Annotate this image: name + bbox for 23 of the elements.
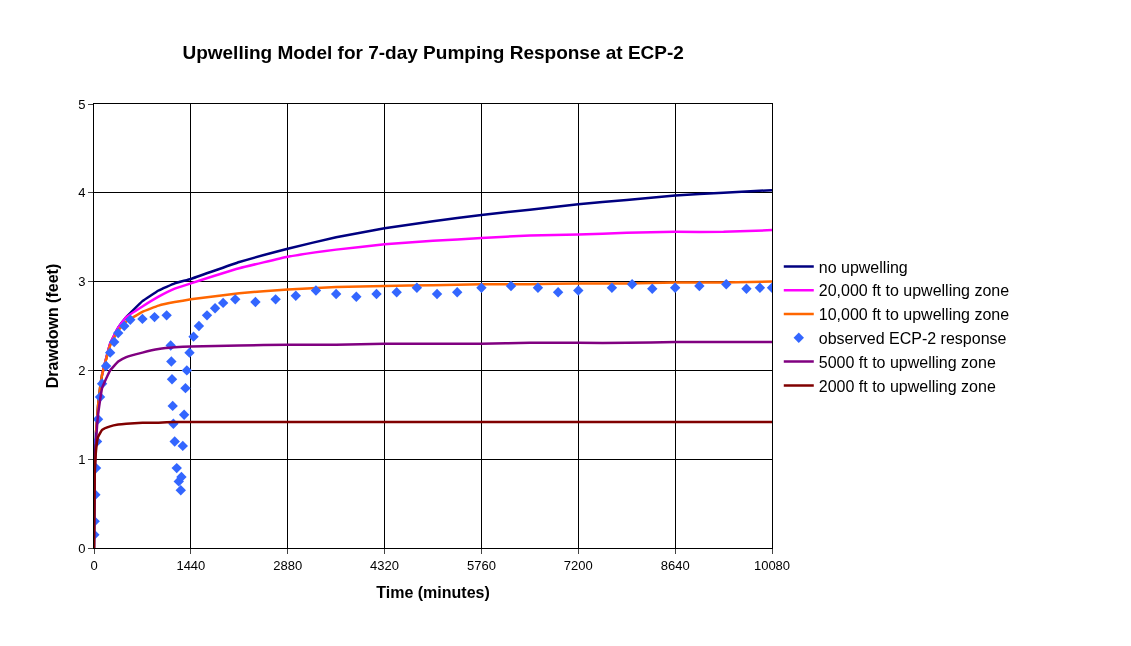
x-tick-label: 10080 (753, 557, 791, 573)
y-tick-label: 2 (78, 362, 86, 378)
y-tick-label: 5 (78, 96, 86, 112)
x-tick-label: 1440 (176, 557, 206, 573)
legend-label: 10,000 ft to upwelling zone (818, 306, 1010, 324)
x-tick-label: 7200 (563, 557, 593, 573)
legend-label: 2000 ft to upwelling zone (818, 377, 996, 395)
legend-label: observed ECP-2 response (818, 330, 1007, 348)
y-tick-label: 3 (78, 274, 86, 290)
chart-title: Upwelling Model for 7-day Pumping Response at ECP-2 (182, 41, 684, 63)
legend-label: 20,000 ft to upwelling zone (818, 282, 1010, 300)
y-tick-label: 0 (78, 540, 86, 556)
y-axis-title: Drawdown (feet) (44, 263, 62, 389)
x-tick-label: 5760 (466, 557, 496, 573)
x-axis-title: Time (minutes) (376, 584, 490, 602)
y-tick-label: 4 (78, 185, 86, 201)
legend-label: no upwelling (818, 258, 908, 276)
x-tick-label: 2880 (273, 557, 303, 573)
x-tick-label: 4320 (370, 557, 400, 573)
legend-label: 5000 ft to upwelling zone (818, 353, 996, 371)
y-tick-label: 1 (78, 451, 86, 467)
x-tick-label: 8640 (660, 557, 690, 573)
x-tick-label: 0 (90, 557, 98, 573)
